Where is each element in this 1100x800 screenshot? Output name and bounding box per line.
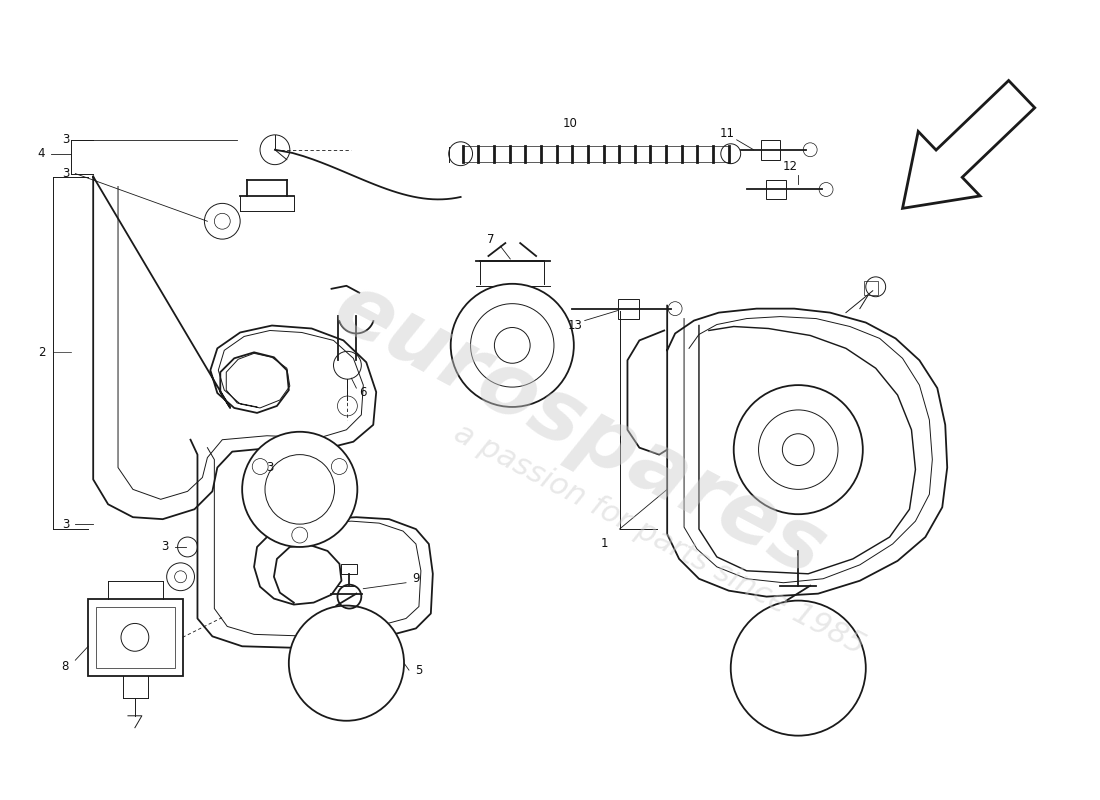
Text: 9: 9 (412, 572, 420, 586)
Bar (767, 179, 786, 199)
Text: 10: 10 (562, 118, 578, 130)
Text: 11: 11 (719, 127, 735, 140)
Text: 3: 3 (62, 518, 69, 530)
Text: a passion for parts since 1985: a passion for parts since 1985 (449, 418, 870, 660)
Bar (341, 564, 358, 574)
Text: 5: 5 (415, 664, 422, 677)
Text: 8: 8 (62, 660, 69, 673)
Text: 1: 1 (601, 538, 608, 550)
Text: 2: 2 (37, 346, 45, 359)
Text: 3: 3 (62, 167, 69, 180)
Text: 3: 3 (62, 134, 69, 146)
Text: 13: 13 (568, 319, 582, 332)
Text: 3: 3 (161, 541, 168, 554)
Circle shape (242, 432, 358, 547)
Text: 12: 12 (783, 160, 798, 173)
Bar (864, 281, 878, 294)
Text: eurospares: eurospares (320, 266, 839, 594)
Bar (96, 606, 175, 668)
Bar (88, 598, 183, 676)
Bar (617, 298, 639, 318)
Text: 7: 7 (486, 233, 494, 246)
Bar (760, 140, 780, 160)
Circle shape (734, 385, 862, 514)
Text: 4: 4 (37, 147, 45, 160)
Circle shape (451, 284, 574, 407)
Text: 3: 3 (266, 461, 274, 474)
Circle shape (730, 601, 866, 736)
Circle shape (289, 606, 404, 721)
Text: 6: 6 (360, 386, 367, 398)
